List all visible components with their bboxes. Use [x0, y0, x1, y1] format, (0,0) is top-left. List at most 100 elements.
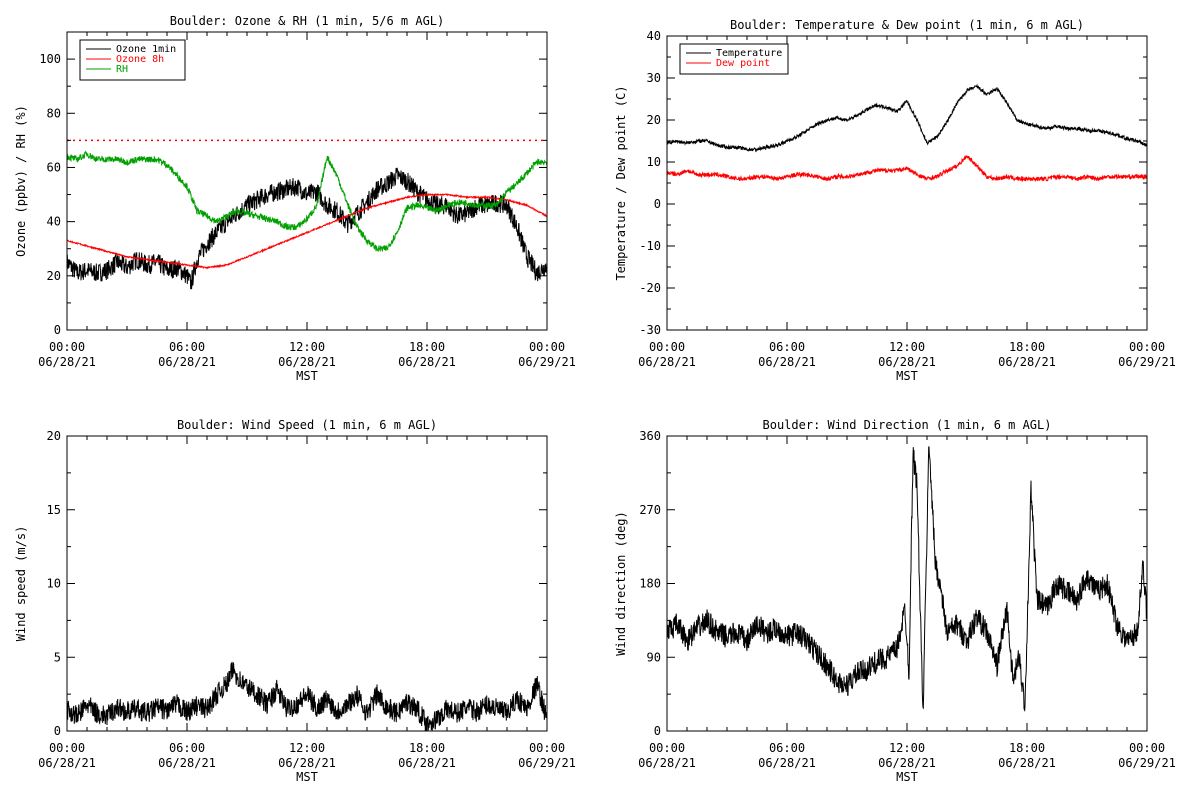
- x-tick-time: 06:00: [769, 741, 805, 755]
- series-line-1: [666, 83, 1148, 153]
- x-axis-label: MST: [296, 770, 318, 784]
- x-tick-date: 06/28/21: [998, 355, 1056, 369]
- plot-frame: [66, 435, 548, 732]
- x-tick-date: 06/28/21: [278, 355, 336, 369]
- legend-label: Ozone 1min: [116, 44, 176, 55]
- x-tick-date: 06/28/21: [158, 756, 216, 770]
- x-tick-time: 00:00: [529, 741, 565, 755]
- chart-panel-3: Boulder: Wind Speed (1 min, 6 m AGL) 0 5 10…: [14, 418, 576, 784]
- y-tick-label: 0: [54, 323, 61, 337]
- x-tick-date: 06/28/21: [638, 355, 696, 369]
- x-tick-date: 06/29/21: [1118, 756, 1176, 770]
- legend-label: RH: [116, 64, 128, 75]
- y-tick-label: 40: [647, 29, 661, 43]
- x-tick-date: 06/28/21: [758, 756, 816, 770]
- x-tick-date: 06/28/21: [638, 756, 696, 770]
- x-tick-time: 00:00: [49, 741, 85, 755]
- x-axis-label: MST: [896, 369, 918, 383]
- x-tick-date: 06/28/21: [878, 355, 936, 369]
- y-tick-label: 30: [647, 71, 661, 85]
- x-tick-time: 12:00: [289, 340, 325, 354]
- chart-title: Boulder: Ozone & RH (1 min, 5/6 m AGL): [170, 14, 445, 28]
- x-tick-date: 06/28/21: [758, 355, 816, 369]
- x-tick-time: 06:00: [169, 340, 205, 354]
- x-tick-date: 06/28/21: [278, 756, 336, 770]
- x-tick-time: 00:00: [649, 340, 685, 354]
- x-tick-time: 00:00: [49, 340, 85, 354]
- chart-panel-4: Boulder: Wind Direction (1 min, 6 m AGL)…: [614, 418, 1176, 784]
- x-tick-time: 18:00: [409, 741, 445, 755]
- x-tick-time: 18:00: [1009, 340, 1045, 354]
- x-tick-time: 00:00: [1129, 340, 1165, 354]
- y-axis-label: Ozone (ppbv) / RH (%): [14, 105, 28, 257]
- x-tick-date: 06/28/21: [398, 355, 456, 369]
- y-tick-label: 270: [639, 503, 661, 517]
- x-tick-time: 00:00: [649, 741, 685, 755]
- x-tick-date: 06/28/21: [998, 756, 1056, 770]
- y-tick-label: -30: [639, 323, 661, 337]
- x-tick-time: 12:00: [889, 340, 925, 354]
- y-tick-label: 20: [647, 113, 661, 127]
- x-tick-date: 06/29/21: [1118, 355, 1176, 369]
- x-tick-time: 12:00: [889, 741, 925, 755]
- x-tick-date: 06/28/21: [38, 756, 96, 770]
- chart-title: Boulder: Wind Speed (1 min, 6 m AGL): [177, 418, 437, 432]
- series-line-1: [66, 661, 548, 732]
- series-line-3: [66, 150, 548, 253]
- y-tick-label: 0: [654, 724, 661, 738]
- chart-panel-2: Boulder: Temperature & Dew point (1 min,…: [614, 18, 1176, 383]
- y-axis-label: Wind speed (m/s): [14, 526, 28, 642]
- y-tick-label: -10: [639, 239, 661, 253]
- y-tick-label: 5: [54, 650, 61, 664]
- y-tick-label: 0: [54, 724, 61, 738]
- series-line-1: [666, 446, 1148, 712]
- x-tick-time: 06:00: [769, 340, 805, 354]
- y-tick-label: 40: [47, 215, 61, 229]
- plot-frame: [666, 435, 1148, 732]
- x-tick-date: 06/28/21: [398, 756, 456, 770]
- chart-title: Boulder: Wind Direction (1 min, 6 m AGL): [763, 418, 1052, 432]
- plot-frame: [666, 35, 1148, 331]
- x-tick-date: 06/28/21: [38, 355, 96, 369]
- x-tick-date: 06/29/21: [518, 355, 576, 369]
- series-line-1: [66, 167, 548, 290]
- x-tick-time: 18:00: [1009, 741, 1045, 755]
- y-tick-label: 0: [654, 197, 661, 211]
- x-tick-date: 06/28/21: [878, 756, 936, 770]
- legend-label: Ozone 8h: [116, 54, 164, 65]
- x-axis-label: MST: [896, 770, 918, 784]
- y-axis-label: Wind direction (deg): [614, 511, 628, 656]
- chart-panel-1: Boulder: Ozone & RH (1 min, 5/6 m AGL) 0 2…: [14, 14, 576, 383]
- x-tick-time: 12:00: [289, 741, 325, 755]
- y-tick-label: 10: [647, 155, 661, 169]
- y-tick-label: 15: [47, 503, 61, 517]
- x-axis-label: MST: [296, 369, 318, 383]
- y-axis-label: Temperature / Dew point (C): [614, 85, 628, 280]
- legend-label: Temperature: [716, 48, 782, 59]
- x-tick-time: 18:00: [409, 340, 445, 354]
- chart-title: Boulder: Temperature & Dew point (1 min,…: [730, 18, 1084, 32]
- x-tick-time: 06:00: [169, 741, 205, 755]
- x-tick-time: 00:00: [529, 340, 565, 354]
- y-tick-label: 100: [39, 52, 61, 66]
- y-tick-label: 180: [639, 577, 661, 591]
- legend-label: Dew point: [716, 58, 770, 69]
- y-tick-label: 10: [47, 577, 61, 591]
- y-tick-label: 20: [47, 269, 61, 283]
- y-tick-label: 360: [639, 429, 661, 443]
- x-tick-date: 06/29/21: [518, 756, 576, 770]
- y-tick-label: 80: [47, 106, 61, 120]
- y-tick-label: 20: [47, 429, 61, 443]
- legend-box: [79, 39, 186, 81]
- legend-box: [679, 43, 789, 75]
- y-tick-label: 60: [47, 160, 61, 174]
- series-line-2: [666, 155, 1148, 183]
- x-tick-date: 06/28/21: [158, 355, 216, 369]
- y-tick-label: 90: [647, 650, 661, 664]
- series-line-2: [66, 192, 548, 270]
- y-tick-label: -20: [639, 281, 661, 295]
- x-tick-time: 00:00: [1129, 741, 1165, 755]
